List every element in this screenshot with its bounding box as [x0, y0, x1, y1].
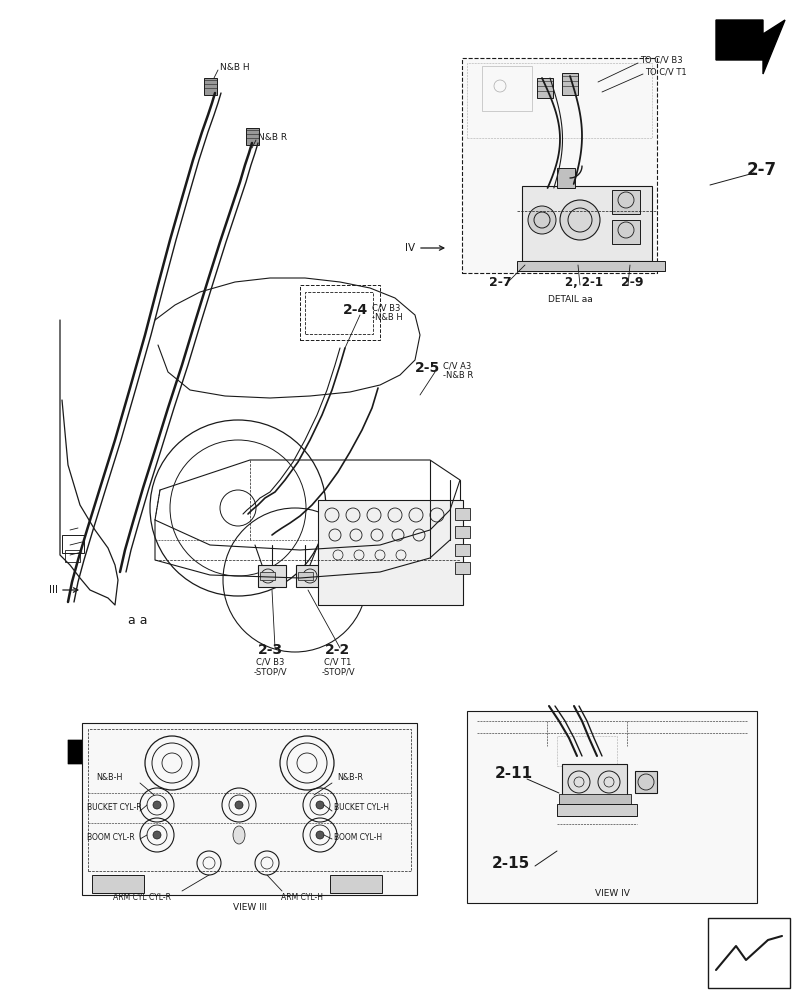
Text: -STOP/V: -STOP/V	[253, 668, 287, 676]
Text: N&B-R: N&B-R	[337, 772, 363, 782]
Text: BOOM CYL-H: BOOM CYL-H	[334, 834, 382, 842]
Text: VIEW III: VIEW III	[233, 904, 267, 912]
Bar	[455, 544, 470, 556]
Text: 2-5: 2-5	[415, 361, 440, 375]
Bar	[246, 128, 259, 145]
Text: -N&B R: -N&B R	[443, 371, 473, 380]
Bar	[557, 804, 637, 816]
Bar	[258, 565, 286, 587]
Bar	[455, 562, 470, 574]
Polygon shape	[68, 732, 140, 772]
Bar	[557, 168, 575, 188]
Bar	[708, 918, 790, 988]
Bar	[562, 73, 578, 95]
Bar	[467, 711, 757, 903]
Text: BUCKET CYL-H: BUCKET CYL-H	[334, 804, 389, 812]
Text: TO C/V B3: TO C/V B3	[640, 55, 683, 64]
Circle shape	[153, 831, 161, 839]
Bar	[305, 292, 373, 334]
Bar	[330, 875, 382, 893]
Bar	[482, 66, 532, 111]
Text: 2, 2-1: 2, 2-1	[565, 275, 603, 288]
Bar	[562, 764, 627, 799]
Bar	[612, 190, 640, 214]
Bar	[82, 723, 417, 895]
Circle shape	[316, 801, 324, 809]
Circle shape	[235, 801, 243, 809]
Bar	[635, 771, 657, 793]
Text: ARM CYL CYL-R: ARM CYL CYL-R	[113, 894, 171, 902]
Bar	[455, 526, 470, 538]
Text: 2-7: 2-7	[747, 161, 777, 179]
Text: TO C/V T1: TO C/V T1	[645, 68, 687, 77]
Text: FWD: FWD	[82, 242, 115, 255]
Bar	[92, 875, 144, 893]
Text: ARM CYL-H: ARM CYL-H	[281, 894, 323, 902]
Text: 2-9: 2-9	[621, 275, 643, 288]
Text: -STOP/V: -STOP/V	[322, 668, 355, 676]
Text: C/V B3: C/V B3	[256, 658, 284, 666]
Text: N&B-H: N&B-H	[96, 772, 122, 782]
Text: 2-4: 2-4	[343, 303, 368, 317]
Text: 2-2: 2-2	[326, 643, 351, 657]
Text: N&B H: N&B H	[220, 64, 250, 73]
Text: 2-7: 2-7	[489, 275, 511, 288]
Bar	[522, 186, 652, 261]
Bar	[612, 220, 640, 244]
Bar	[65, 550, 80, 562]
Text: III: III	[49, 585, 58, 595]
Bar	[88, 729, 411, 871]
Bar	[537, 78, 553, 98]
Text: N&B R: N&B R	[258, 133, 287, 142]
Bar	[559, 794, 631, 804]
Text: 2-3: 2-3	[258, 643, 283, 657]
Circle shape	[316, 831, 324, 839]
Bar	[467, 63, 652, 138]
Text: -N&B H: -N&B H	[372, 314, 402, 322]
Bar	[300, 285, 380, 340]
Text: 2-11: 2-11	[495, 766, 533, 780]
Bar	[296, 565, 324, 587]
Bar	[298, 572, 313, 580]
Bar	[260, 572, 275, 580]
Text: C/V T1: C/V T1	[324, 658, 351, 666]
Text: C/V A3: C/V A3	[443, 361, 471, 370]
Text: a a: a a	[128, 613, 148, 626]
Ellipse shape	[233, 826, 245, 844]
Text: IV: IV	[405, 243, 415, 253]
Text: C/V B3: C/V B3	[372, 304, 401, 312]
Text: VIEW IV: VIEW IV	[595, 888, 629, 898]
Text: DETAIL aa: DETAIL aa	[548, 296, 592, 304]
Bar	[462, 58, 657, 273]
Circle shape	[560, 200, 600, 240]
Bar	[204, 78, 217, 95]
Circle shape	[153, 801, 161, 809]
Text: BUCKET CYL-R: BUCKET CYL-R	[87, 804, 141, 812]
Bar	[318, 500, 463, 605]
Bar	[517, 261, 665, 271]
Bar	[62, 535, 84, 553]
Polygon shape	[716, 20, 785, 74]
Bar	[455, 508, 470, 520]
Text: BOOM CYL-R: BOOM CYL-R	[87, 834, 135, 842]
Circle shape	[528, 206, 556, 234]
Text: 2-15: 2-15	[492, 856, 530, 870]
Bar	[557, 736, 617, 766]
